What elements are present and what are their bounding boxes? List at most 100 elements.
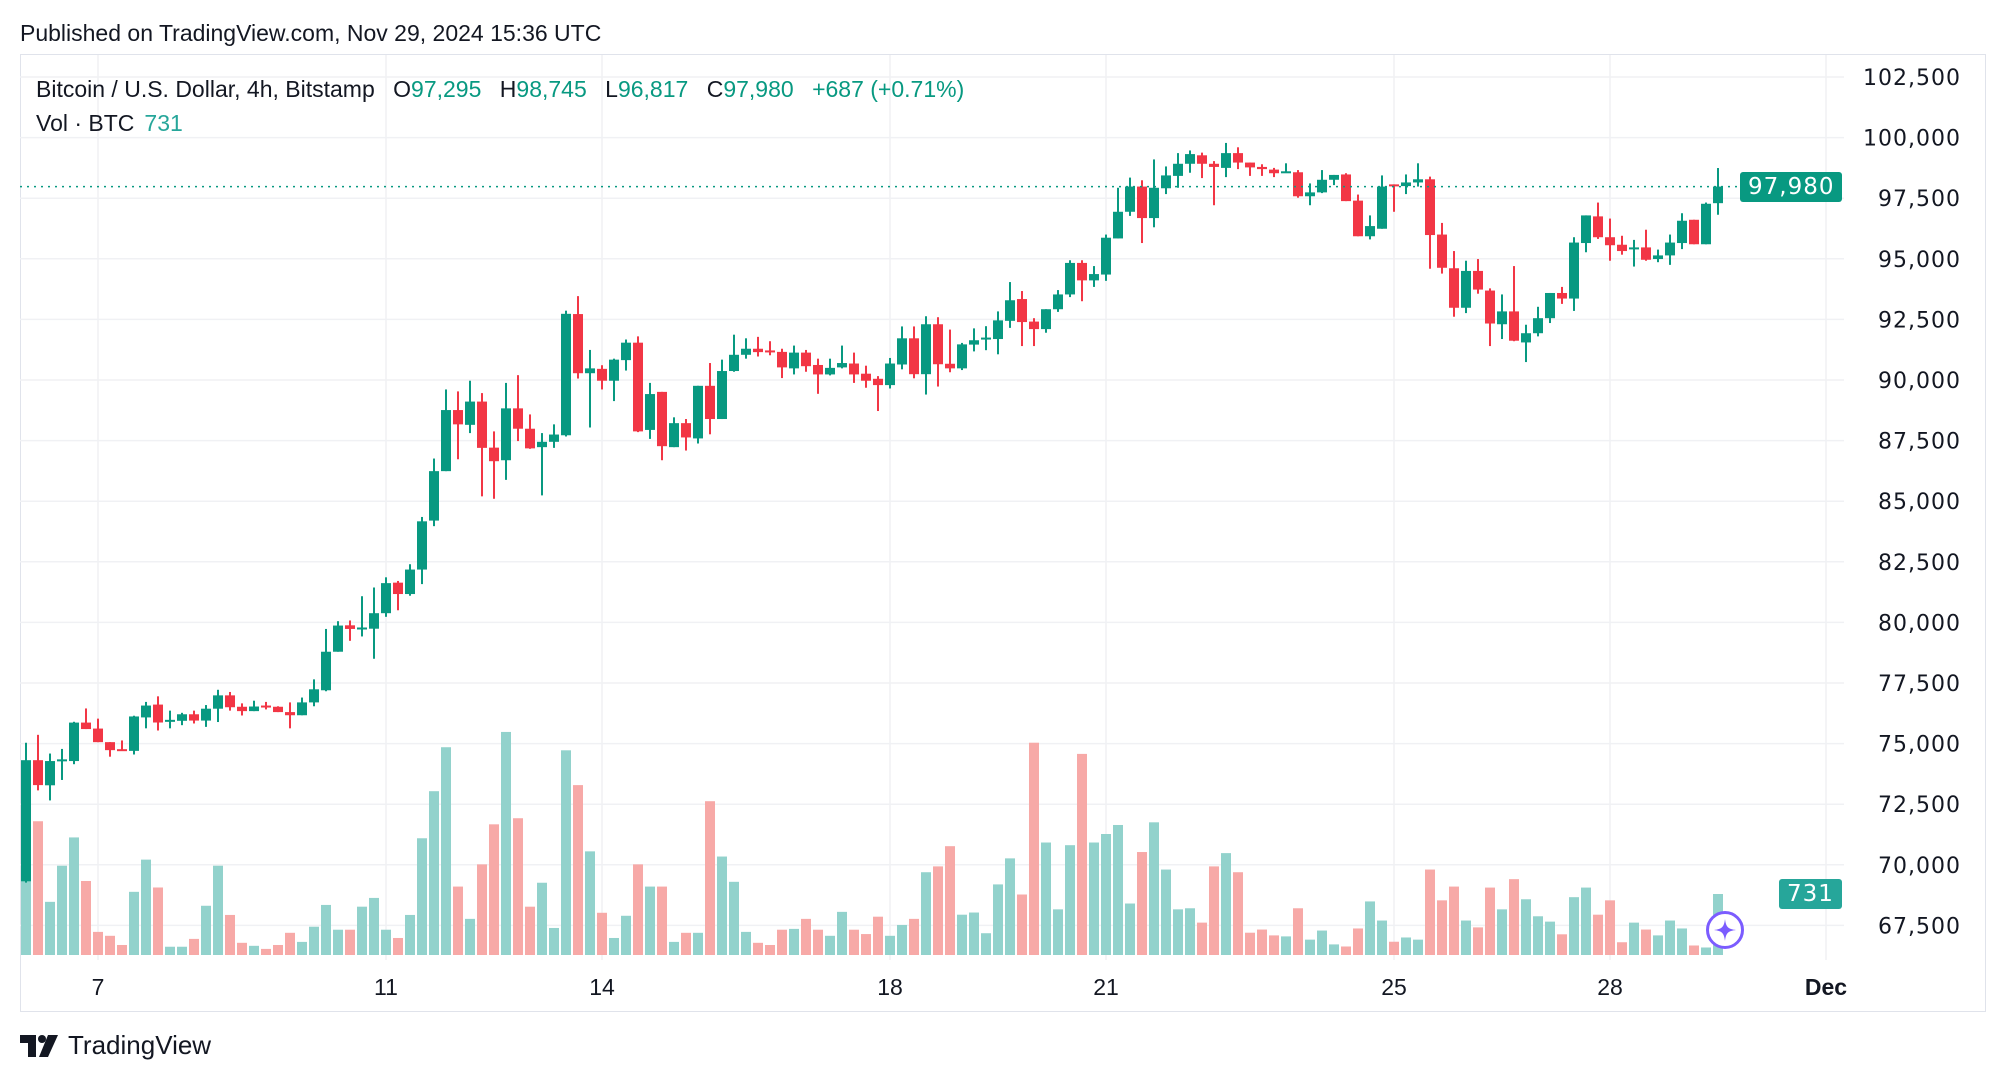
candle-up <box>1281 163 1291 174</box>
candle-up <box>1221 142 1231 178</box>
volume-bar <box>525 906 535 955</box>
candle-body <box>213 695 223 709</box>
volume-bar <box>609 937 619 955</box>
candle-body <box>465 401 475 425</box>
close-value: 97,980 <box>723 76 794 102</box>
volume-bar <box>381 929 391 955</box>
candle-down <box>633 336 643 433</box>
time-tick-label: 21 <box>1093 974 1119 1000</box>
volume-bar <box>873 916 883 955</box>
candle-up <box>417 516 427 585</box>
candle-up <box>645 382 655 439</box>
volume-legend: Vol · BTC 731 <box>36 110 183 137</box>
candle-up <box>429 458 439 527</box>
candle-body <box>921 324 931 375</box>
volume-bar <box>1461 920 1471 955</box>
candle-down <box>657 391 667 461</box>
candle-up <box>1461 260 1471 314</box>
candle-down <box>777 348 787 379</box>
volume-bar <box>969 912 979 955</box>
candle-body <box>381 583 391 614</box>
volume-bar <box>705 801 715 955</box>
volume-bar <box>885 935 895 955</box>
candle-body <box>1113 211 1123 239</box>
candle-down <box>93 718 103 743</box>
volume-bar <box>153 887 163 955</box>
volume-bar <box>417 838 427 955</box>
candle-up <box>1713 168 1723 215</box>
candle-body <box>1197 155 1207 164</box>
candle-body <box>93 728 103 743</box>
last-price-badge: 97,980 <box>1740 171 1843 202</box>
volume-bar <box>1329 944 1339 955</box>
volume-bar <box>297 941 307 955</box>
candle-up <box>129 715 139 755</box>
volume-bar <box>741 931 751 955</box>
candle-down <box>1245 162 1255 176</box>
volume-bar <box>201 905 211 955</box>
candle-up <box>381 577 391 617</box>
volume-bar <box>537 882 547 955</box>
volume-bar <box>261 948 271 955</box>
candle-body <box>201 708 211 721</box>
candle-down <box>945 329 955 373</box>
candle-down <box>849 352 859 383</box>
volume-bar <box>573 785 583 955</box>
price-axis: 102,500 100,000 97,500 95,000 92,500 90,000 87… <box>1863 66 1961 939</box>
high-value: 98,745 <box>516 76 587 102</box>
volume-bar <box>717 856 727 955</box>
candle-body <box>621 342 631 361</box>
candle-body <box>1593 216 1603 238</box>
candle-body <box>1533 318 1543 334</box>
candle-body <box>1437 234 1447 268</box>
candle-body <box>669 423 679 448</box>
volume-bar <box>213 865 223 955</box>
candle-body <box>525 428 535 449</box>
candle-up <box>537 433 547 496</box>
candle-down <box>261 701 271 710</box>
candle-body <box>321 651 331 691</box>
candle-up <box>825 358 835 376</box>
volume-bar <box>1077 753 1087 955</box>
price-tick-label: 97,500 <box>1878 187 1961 212</box>
volume-bar <box>1317 930 1327 955</box>
volume-bar <box>321 904 331 955</box>
candle-body <box>1617 244 1627 252</box>
footer: TradingView <box>20 1030 211 1061</box>
candle-body <box>225 695 235 708</box>
candle-body <box>345 625 355 629</box>
candle-down <box>273 706 283 713</box>
volume-bar <box>489 824 499 955</box>
volume-bar <box>57 865 67 955</box>
volume-bar <box>1281 936 1291 955</box>
volume-bar <box>957 914 967 955</box>
candle-body <box>693 385 703 439</box>
candle-up <box>717 359 727 420</box>
volume-bar <box>1653 935 1663 955</box>
candle-up <box>885 357 895 389</box>
candle-body <box>1449 268 1459 308</box>
candle-up <box>201 705 211 727</box>
candle-down <box>753 336 763 357</box>
price-tick-label: 80,000 <box>1878 611 1961 636</box>
assistant-button[interactable] <box>1706 911 1744 949</box>
candle-down <box>1473 259 1483 294</box>
volume-bar <box>1041 842 1051 955</box>
volume-bar <box>45 901 55 955</box>
candle-down <box>117 740 127 752</box>
volume-bar <box>1569 897 1579 955</box>
candle-up <box>57 748 67 780</box>
volume-bar <box>753 942 763 955</box>
candle-up <box>993 311 1003 355</box>
candle-body <box>1329 174 1339 180</box>
candle-down <box>1269 167 1279 178</box>
volume-bar <box>1473 927 1483 955</box>
volume-bar <box>849 929 859 955</box>
candle-body <box>657 391 667 447</box>
candle-body <box>1017 299 1027 323</box>
candle-body <box>129 716 139 751</box>
candle-body <box>1245 162 1255 168</box>
candle-down <box>513 375 523 442</box>
volume-bar <box>1497 909 1507 955</box>
